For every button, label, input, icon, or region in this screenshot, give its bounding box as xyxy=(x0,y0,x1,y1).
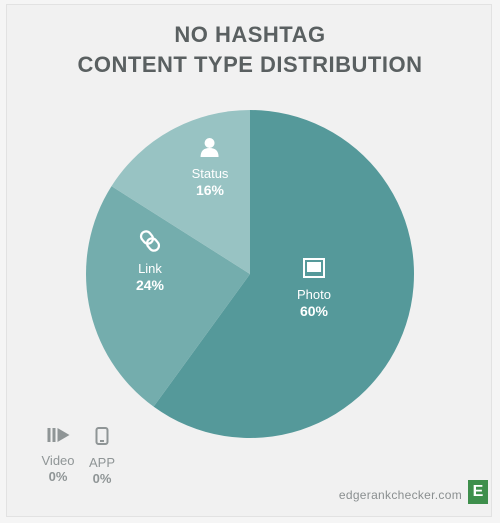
link-icon xyxy=(136,230,164,256)
legend-name-video: Video xyxy=(41,453,75,468)
pie-slice-photo xyxy=(153,110,415,438)
slice-name-photo: Photo xyxy=(297,287,331,302)
slice-label-photo: Photo 60% xyxy=(297,258,331,320)
legend-item-video: Video 0% xyxy=(41,427,75,485)
slice-value-photo: 60% xyxy=(299,303,329,319)
legend-value-video: 0% xyxy=(48,469,68,484)
user-icon xyxy=(192,137,229,161)
photo-icon xyxy=(297,258,331,282)
chart-title-line1: NO HASHTAG xyxy=(174,22,326,47)
slice-name-link: Link xyxy=(138,261,162,276)
mobile-icon xyxy=(89,427,115,449)
legend-item-app: APP 0% xyxy=(89,427,115,487)
slice-label-link: Link 24% xyxy=(136,230,164,294)
brand-logo: E xyxy=(468,480,488,504)
slice-label-status: Status 16% xyxy=(191,137,229,199)
site-credit: edgerankchecker.com xyxy=(338,488,462,502)
legend-name-app: APP xyxy=(88,455,116,470)
slice-value-link: 24% xyxy=(135,277,165,293)
legend-value-app: 0% xyxy=(92,471,112,486)
chart-title-line2: CONTENT TYPE DISTRIBUTION xyxy=(77,52,423,77)
video-icon xyxy=(41,427,74,447)
slice-name-status: Status xyxy=(191,166,229,181)
slice-value-status: 16% xyxy=(195,182,225,198)
pie-slice-link xyxy=(86,186,251,407)
